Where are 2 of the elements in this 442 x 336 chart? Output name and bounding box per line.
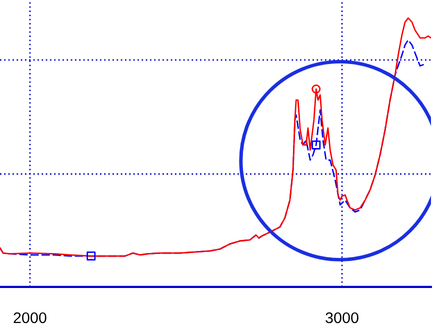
x-tick-label: 2000 [14, 312, 46, 324]
x-tick-label: 3000 [326, 312, 358, 324]
